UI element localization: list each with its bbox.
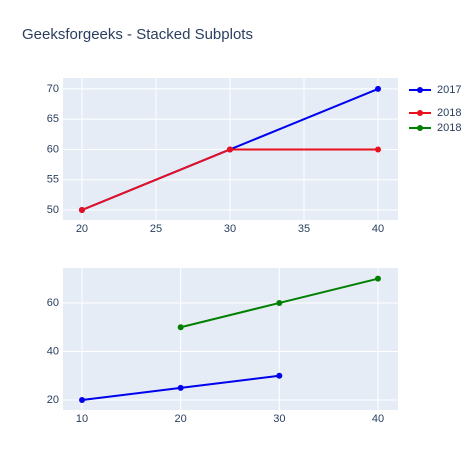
data-point	[78, 207, 85, 214]
legend-marker	[417, 87, 423, 93]
data-point	[177, 384, 184, 391]
y-tick-label: 60	[47, 297, 59, 309]
x-tick-label: 25	[150, 223, 162, 235]
data-point	[276, 299, 283, 306]
data-point	[375, 85, 382, 92]
legend-label: 2018	[437, 107, 461, 119]
data-point	[276, 372, 283, 379]
y-tick-label: 60	[47, 143, 59, 155]
x-tick-label: 30	[224, 223, 236, 235]
legend-marker	[417, 125, 423, 131]
data-point	[177, 324, 184, 331]
chart-title: Geeksforgeeks - Stacked Subplots	[22, 26, 253, 43]
data-point	[226, 146, 233, 153]
y-tick-label: 65	[47, 113, 59, 125]
x-tick-label: 10	[76, 413, 88, 425]
y-tick-label: 20	[47, 394, 59, 406]
y-tick-label: 40	[47, 345, 59, 357]
x-tick-label: 35	[298, 223, 310, 235]
legend-label: 2017	[437, 84, 461, 96]
data-point	[374, 275, 381, 282]
x-tick-label: 30	[273, 413, 285, 425]
legend-marker	[417, 110, 423, 116]
legend-label: 2018	[437, 122, 461, 134]
x-tick-label: 40	[372, 223, 384, 235]
data-point	[79, 397, 86, 404]
y-tick-label: 50	[47, 204, 59, 216]
y-tick-label: 70	[47, 83, 59, 95]
x-tick-label: 40	[372, 413, 384, 425]
y-tick-label: 55	[47, 174, 59, 186]
data-point	[375, 146, 382, 153]
plot-area	[63, 268, 398, 410]
x-tick-label: 20	[175, 413, 187, 425]
x-tick-label: 20	[76, 223, 88, 235]
